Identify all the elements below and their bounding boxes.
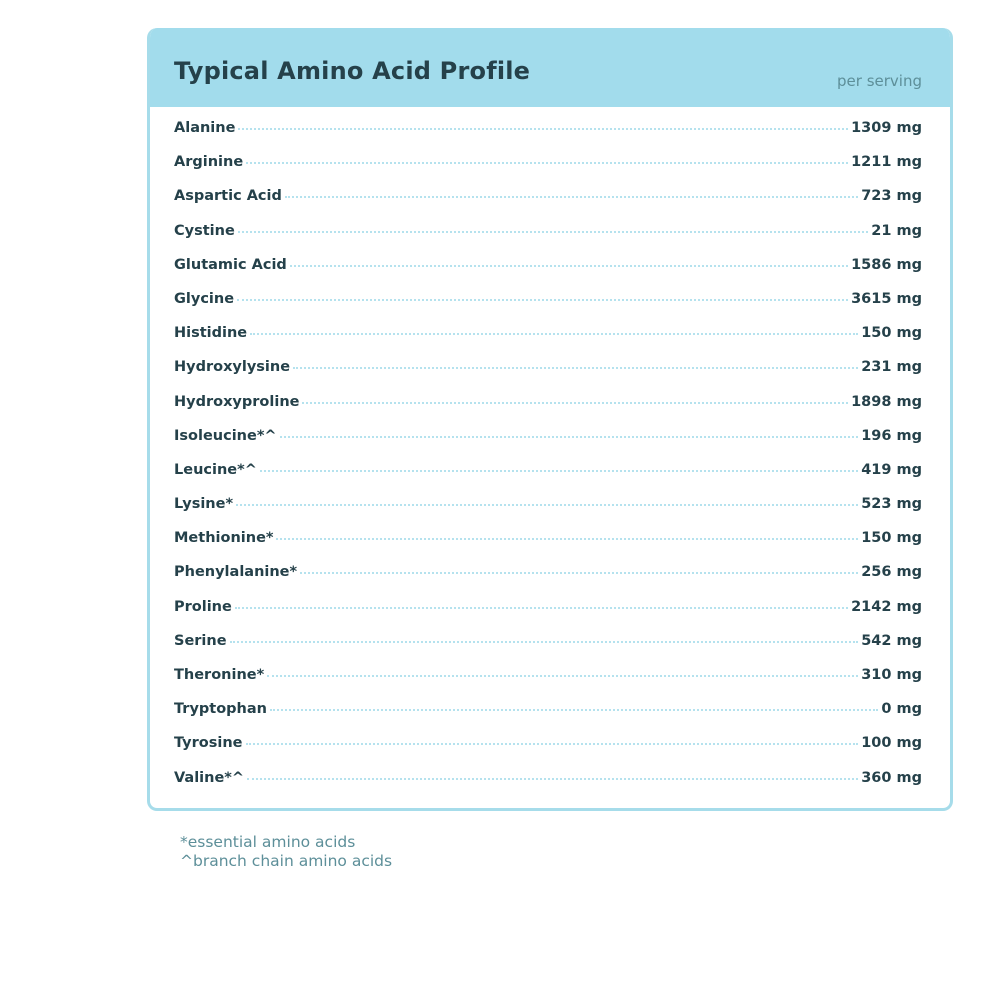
dotted-leader xyxy=(293,367,859,370)
amino-acid-amount: 2142 mg xyxy=(851,598,922,615)
amino-acid-name: Isoleucine*^ xyxy=(174,427,277,444)
dotted-leader xyxy=(238,128,849,130)
amino-acid-amount: 1211 mg xyxy=(851,154,922,171)
dotted-leader xyxy=(229,640,859,643)
list-item: Hydroxylysine 231 mg xyxy=(174,359,922,393)
list-item: Tryptophan 0 mg xyxy=(174,701,922,735)
list-item: Leucine*^ 419 mg xyxy=(174,462,922,496)
dotted-leader xyxy=(236,504,859,507)
amino-acid-amount: 419 mg xyxy=(861,461,922,478)
list-item: Theronine* 310 mg xyxy=(174,667,922,701)
amino-acid-amount: 523 mg xyxy=(861,496,922,513)
card-header: Typical Amino Acid Profile per serving xyxy=(150,28,950,107)
list-item: Isoleucine*^ 196 mg xyxy=(174,428,922,462)
list-item: Glutamic Acid 1586 mg xyxy=(174,257,922,291)
list-item: Tyrosine 100 mg xyxy=(174,735,922,769)
list-item: Phenylalanine* 256 mg xyxy=(174,564,922,598)
list-item: Hydroxyproline 1898 mg xyxy=(174,394,922,428)
amino-acid-amount: 150 mg xyxy=(861,325,922,342)
amino-acid-name: Aspartic Acid xyxy=(174,188,282,205)
amino-acid-amount: 256 mg xyxy=(861,564,922,581)
dotted-leader xyxy=(234,606,849,609)
dotted-leader xyxy=(259,469,859,472)
amino-acid-amount: 21 mg xyxy=(871,222,922,239)
amino-acid-name: Valine*^ xyxy=(174,769,245,786)
dotted-leader xyxy=(250,333,859,336)
amino-acid-amount: 310 mg xyxy=(861,667,922,683)
amino-acid-name: Theronine* xyxy=(174,667,265,683)
amino-acid-name: Glutamic Acid xyxy=(174,256,287,273)
amino-acid-name: Tyrosine xyxy=(174,735,243,752)
amino-acid-name: Hydroxylysine xyxy=(174,359,291,376)
amino-acid-amount: 360 mg xyxy=(861,769,922,786)
amino-acid-amount: 1309 mg xyxy=(851,120,922,136)
list-item: Glycine 3615 mg xyxy=(174,291,922,325)
per-serving-label: per serving xyxy=(837,72,922,90)
list-item: Histidine 150 mg xyxy=(174,325,922,359)
list-item: Aspartic Acid 723 mg xyxy=(174,188,922,222)
footnotes: *essential amino acids ^branch chain ami… xyxy=(180,833,392,871)
amino-acid-name: Phenylalanine* xyxy=(174,564,298,581)
amino-acid-list: Alanine 1309 mg Arginine 1211 mg Aspartic Ac… xyxy=(174,120,922,804)
card-title: Typical Amino Acid Profile xyxy=(174,57,531,85)
amino-acid-name: Hydroxyproline xyxy=(174,393,300,410)
amino-acid-amount: 3615 mg xyxy=(851,290,922,307)
amino-acid-name: Arginine xyxy=(174,154,244,171)
amino-acid-amount: 1898 mg xyxy=(851,393,922,410)
dotted-leader xyxy=(279,435,859,438)
amino-acid-amount: 100 mg xyxy=(861,735,922,752)
list-item: Serine 542 mg xyxy=(174,633,922,667)
dotted-leader xyxy=(269,709,879,712)
dotted-leader xyxy=(302,401,849,404)
dotted-leader xyxy=(245,743,859,746)
list-item: Arginine 1211 mg xyxy=(174,154,922,188)
amino-acid-amount: 1586 mg xyxy=(851,256,922,273)
amino-acid-amount: 231 mg xyxy=(861,359,922,376)
dotted-leader xyxy=(276,538,859,541)
footnote-bcaa: ^branch chain amino acids xyxy=(180,852,393,870)
list-item: Proline 2142 mg xyxy=(174,599,922,633)
list-item: Lysine* 523 mg xyxy=(174,496,922,530)
amino-acid-name: Glycine xyxy=(174,290,235,307)
dotted-leader xyxy=(237,298,849,301)
dotted-leader xyxy=(267,675,859,677)
list-item: Alanine 1309 mg xyxy=(174,120,922,154)
amino-acid-amount: 150 mg xyxy=(861,530,922,547)
list-item: Valine*^ 360 mg xyxy=(174,770,922,804)
amino-acid-card: Typical Amino Acid Profile per serving A… xyxy=(147,28,953,811)
dotted-leader xyxy=(284,196,859,199)
amino-acid-amount: 723 mg xyxy=(861,188,922,205)
amino-acid-name: Serine xyxy=(174,632,227,649)
dotted-leader xyxy=(237,230,869,233)
dotted-leader xyxy=(247,777,859,780)
dotted-leader xyxy=(300,572,859,575)
amino-acid-amount: 542 mg xyxy=(861,632,922,649)
amino-acid-amount: 0 mg xyxy=(881,701,922,718)
dotted-leader xyxy=(246,162,849,165)
amino-acid-name: Lysine* xyxy=(174,496,234,513)
footnote-essential: *essential amino acids xyxy=(180,833,356,851)
list-item: Cystine 21 mg xyxy=(174,223,922,257)
amino-acid-name: Leucine*^ xyxy=(174,461,257,478)
amino-acid-name: Histidine xyxy=(174,325,248,342)
amino-acid-name: Proline xyxy=(174,598,232,615)
amino-acid-amount: 196 mg xyxy=(861,427,922,444)
amino-acid-name: Methionine* xyxy=(174,530,274,547)
list-item: Methionine* 150 mg xyxy=(174,530,922,564)
amino-acid-name: Tryptophan xyxy=(174,701,267,718)
dotted-leader xyxy=(289,264,849,267)
amino-acid-name: Alanine xyxy=(174,120,236,136)
amino-acid-name: Cystine xyxy=(174,222,235,239)
